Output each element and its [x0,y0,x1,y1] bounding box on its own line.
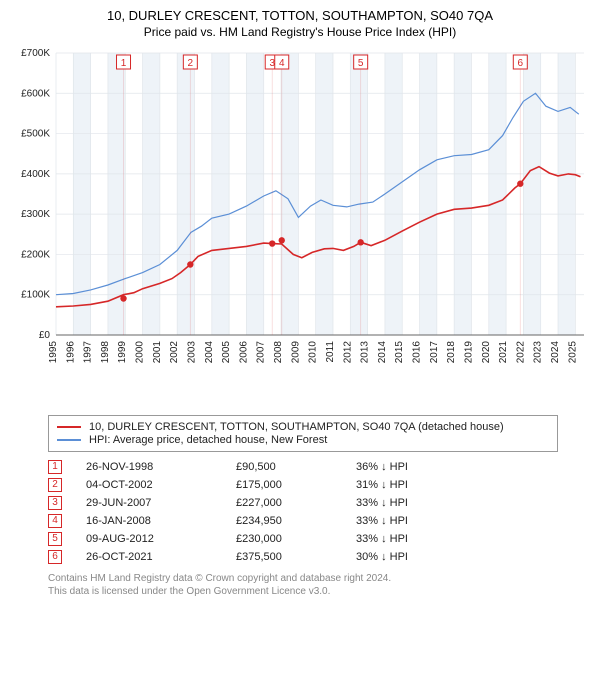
x-axis-label: 2007 [256,341,267,364]
sale-marker-label: 2 [188,58,194,69]
y-axis-label: £600K [21,88,50,99]
sale-marker-dot [357,239,363,245]
sale-number-box: 6 [48,550,62,564]
sale-date: 16-JAN-2008 [86,515,236,527]
x-axis-label: 2006 [238,341,249,364]
sale-number-box: 5 [48,532,62,546]
chart-subtitle: Price paid vs. HM Land Registry's House … [10,25,590,39]
sale-price: £227,000 [236,497,356,509]
legend-swatch [57,426,81,428]
sale-diff: 33% ↓ HPI [356,533,446,545]
x-axis-label: 2017 [429,341,440,364]
legend-row: 10, DURLEY CRESCENT, TOTTON, SOUTHAMPTON… [57,421,549,433]
sale-row: 3 29-JUN-2007£227,00033% ↓ HPI [48,496,558,510]
x-axis-label: 1998 [100,341,111,364]
x-axis-label: 2000 [135,341,146,364]
sale-marker-dot [517,181,523,187]
x-axis-label: 2004 [204,341,215,364]
x-axis-label: 2005 [221,341,232,364]
sale-marker-label: 5 [358,58,364,69]
x-axis-label: 2013 [360,341,371,364]
legend-label: HPI: Average price, detached house, New … [89,434,327,446]
sale-number-box: 4 [48,514,62,528]
sale-diff: 30% ↓ HPI [356,551,446,563]
sale-row: 2 04-OCT-2002£175,00031% ↓ HPI [48,478,558,492]
sale-marker-label: 1 [121,58,127,69]
sale-price: £234,950 [236,515,356,527]
x-axis-label: 2015 [394,341,405,364]
x-axis-label: 2010 [308,341,319,364]
sale-number-box: 1 [48,460,62,474]
x-axis-label: 2001 [152,341,163,364]
licence-line: Contains HM Land Registry data © Crown c… [48,572,590,585]
x-axis-label: 1999 [117,341,128,364]
x-axis-label: 2019 [463,341,474,364]
sale-diff: 33% ↓ HPI [356,497,446,509]
legend-row: HPI: Average price, detached house, New … [57,434,549,446]
y-axis-label: £700K [21,48,50,59]
sales-table: 1 26-NOV-1998£90,50036% ↓ HPI 2 04-OCT-2002… [48,460,558,564]
sale-marker-label: 6 [518,58,524,69]
sale-marker-dot [187,261,193,267]
sale-price: £375,500 [236,551,356,563]
sale-date: 26-NOV-1998 [86,461,236,473]
y-axis-label: £500K [21,129,50,140]
legend-swatch [57,439,81,440]
x-axis-label: 2009 [290,341,301,364]
sale-price: £230,000 [236,533,356,545]
sale-diff: 36% ↓ HPI [356,461,446,473]
sale-row: 4 16-JAN-2008£234,95033% ↓ HPI [48,514,558,528]
x-axis-label: 2018 [446,341,457,364]
x-axis-label: 2002 [169,341,180,364]
sale-price: £90,500 [236,461,356,473]
sale-diff: 33% ↓ HPI [356,515,446,527]
sale-row: 5 09-AUG-2012£230,00033% ↓ HPI [48,532,558,546]
sale-date: 09-AUG-2012 [86,533,236,545]
y-axis-label: £400K [21,169,50,180]
x-axis-label: 2011 [325,341,336,363]
sale-marker-dot [269,240,275,246]
x-axis-label: 2023 [533,341,544,364]
chart-legend: 10, DURLEY CRESCENT, TOTTON, SOUTHAMPTON… [48,415,558,452]
y-axis-label: £200K [21,249,50,260]
x-axis-label: 2021 [498,341,509,364]
legend-label: 10, DURLEY CRESCENT, TOTTON, SOUTHAMPTON… [89,421,504,433]
x-axis-label: 2022 [515,341,526,364]
price-chart: 1995 1996 1997 1998 1999 2000 2001 2002 2003 2004… [10,45,590,405]
sale-number-box: 3 [48,496,62,510]
x-axis-label: 2008 [273,341,284,364]
sale-number-box: 2 [48,478,62,492]
sale-price: £175,000 [236,479,356,491]
x-axis-label: 2012 [342,341,353,364]
y-axis-label: £100K [21,290,50,301]
x-axis-label: 1997 [83,341,94,364]
sale-diff: 31% ↓ HPI [356,479,446,491]
x-axis-label: 2020 [481,341,492,364]
sale-date: 26-OCT-2021 [86,551,236,563]
sale-marker-dot [120,295,126,301]
y-axis-label: £300K [21,209,50,220]
licence-text: Contains HM Land Registry data © Crown c… [48,572,590,598]
sale-marker-label: 4 [279,58,285,69]
licence-line: This data is licensed under the Open Gov… [48,585,590,598]
x-axis-label: 1996 [65,341,76,364]
x-axis-label: 2016 [412,341,423,364]
sale-date: 04-OCT-2002 [86,479,236,491]
x-axis-label: 2003 [186,341,197,364]
x-axis-label: 2024 [550,341,561,364]
sale-row: 6 26-OCT-2021£375,50030% ↓ HPI [48,550,558,564]
y-axis-label: £0 [39,330,51,341]
sale-row: 1 26-NOV-1998£90,50036% ↓ HPI [48,460,558,474]
chart-title: 10, DURLEY CRESCENT, TOTTON, SOUTHAMPTON… [10,8,590,23]
x-axis-label: 2025 [567,341,578,364]
sale-marker-dot [279,237,285,243]
sale-date: 29-JUN-2007 [86,497,236,509]
x-axis-label: 1995 [48,341,59,364]
x-axis-label: 2014 [377,341,388,364]
